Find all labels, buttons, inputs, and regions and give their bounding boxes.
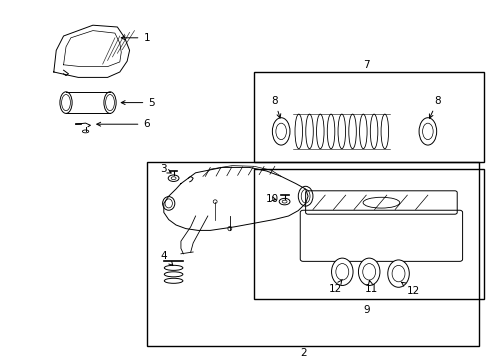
Bar — [254, 169, 483, 299]
Ellipse shape — [387, 260, 408, 287]
Text: 2: 2 — [299, 348, 306, 358]
Text: 9: 9 — [363, 305, 369, 315]
Ellipse shape — [164, 272, 183, 277]
Text: 12: 12 — [401, 282, 419, 296]
Text: 1: 1 — [121, 33, 150, 43]
Ellipse shape — [358, 258, 379, 285]
Ellipse shape — [272, 118, 289, 145]
Text: 6: 6 — [97, 119, 150, 129]
Ellipse shape — [164, 278, 183, 283]
Text: 4: 4 — [160, 251, 173, 266]
Ellipse shape — [162, 197, 175, 210]
Ellipse shape — [418, 118, 436, 145]
Ellipse shape — [331, 258, 352, 285]
Ellipse shape — [60, 92, 72, 113]
Ellipse shape — [279, 198, 289, 205]
Text: 7: 7 — [363, 60, 369, 70]
Text: 12: 12 — [327, 279, 342, 294]
Ellipse shape — [298, 186, 312, 206]
Ellipse shape — [164, 265, 183, 270]
Text: 3: 3 — [160, 164, 171, 174]
Text: 8: 8 — [428, 96, 440, 118]
Text: 8: 8 — [271, 96, 280, 118]
Text: 5: 5 — [121, 98, 155, 108]
Ellipse shape — [168, 175, 179, 181]
Bar — [146, 162, 478, 346]
Bar — [254, 72, 483, 162]
Text: 10: 10 — [265, 194, 278, 204]
Text: 11: 11 — [364, 280, 378, 294]
